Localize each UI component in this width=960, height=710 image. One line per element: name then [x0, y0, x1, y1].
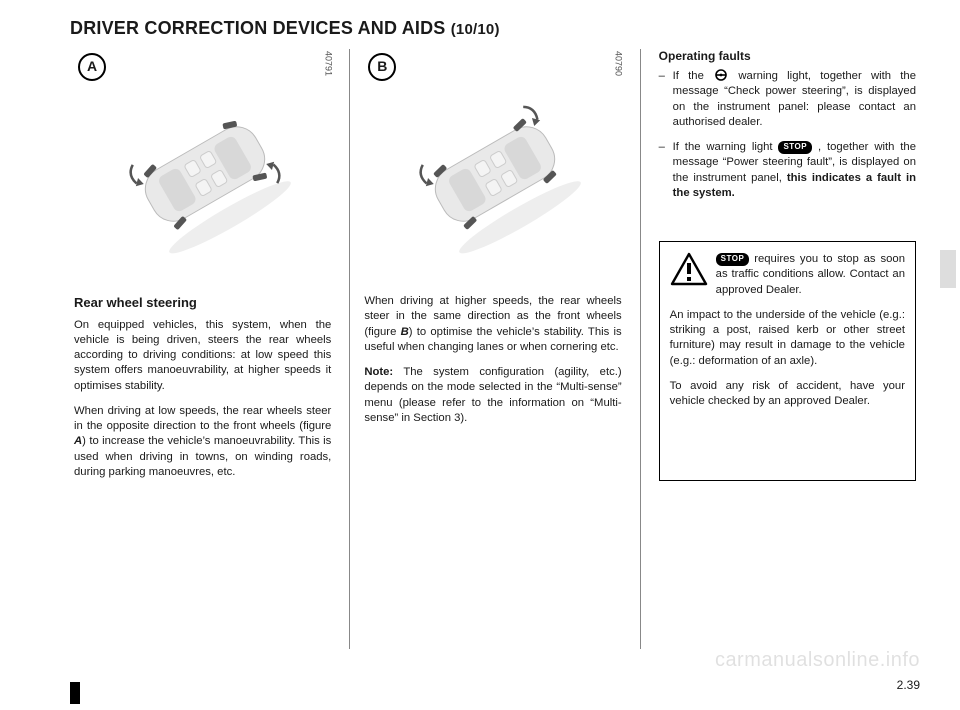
- column-2-text: When driving at higher speeds, the rear …: [360, 294, 629, 436]
- manual-page: DRIVER CORRECTION DEVICES AND AIDS (10/1…: [0, 0, 960, 710]
- watermark-text: carmanualsonline.info: [715, 649, 920, 672]
- rear-wheel-steering-heading: Rear wheel steering: [74, 294, 331, 312]
- fault-bullet-1: – If the warning light, together with th…: [659, 69, 916, 130]
- page-title: DRIVER CORRECTION DEVICES AND AIDS (10/1…: [70, 18, 920, 39]
- figure-a-label: A: [78, 53, 106, 81]
- warning-p2: An impact to the underside of the vehicl…: [670, 308, 905, 369]
- column-1: A 40791: [70, 49, 339, 649]
- col1-p2-b: ) to increase the vehicle’s manoeuvrabil…: [74, 435, 331, 478]
- col1-p2-a: When driving at low speeds, the rear whe…: [74, 405, 331, 432]
- car-top-view-b-icon: [390, 89, 600, 259]
- b2-a: If the warning light: [673, 141, 779, 153]
- bullet-1-text: If the warning light, together with the …: [673, 69, 916, 130]
- warning-triangle-icon: [670, 252, 708, 286]
- fault-bullet-2: – If the warning light STOP , together w…: [659, 140, 916, 201]
- bullet-dash: –: [659, 140, 673, 201]
- col2-note: Note: The system configuration (agility,…: [364, 365, 621, 426]
- column-3: Operating faults – If the warning light,…: [651, 49, 920, 649]
- column-3-top: Operating faults – If the warning light,…: [651, 49, 920, 211]
- title-sub: (10/10): [451, 21, 500, 38]
- warning-box: STOP requires you to stop as soon as tra…: [659, 241, 916, 481]
- note-text: The system configuration (agility, etc.)…: [364, 366, 621, 424]
- stop-badge-icon: STOP: [716, 253, 750, 266]
- figure-a-code: 40791: [323, 51, 333, 76]
- bullet-2-text: If the warning light STOP , together wit…: [673, 140, 916, 201]
- title-main: DRIVER CORRECTION DEVICES AND AIDS: [70, 18, 446, 38]
- page-number: 2.39: [897, 678, 920, 692]
- col2-p1-fig: B: [401, 326, 409, 338]
- figure-a-wrap: A 40791: [70, 49, 339, 284]
- warning-first-row: STOP requires you to stop as soon as tra…: [670, 252, 905, 308]
- car-top-view-a-icon: [100, 89, 310, 259]
- grey-side-tab: [940, 250, 956, 288]
- content-columns: A 40791: [70, 49, 920, 649]
- col2-p1: When driving at higher speeds, the rear …: [364, 294, 621, 355]
- column-1-text: Rear wheel steering On equipped vehicles…: [70, 294, 339, 490]
- figure-b-code: 40790: [614, 51, 624, 76]
- column-2: B 40790: [360, 49, 629, 649]
- stop-badge-icon: STOP: [778, 141, 812, 154]
- col1-p2: When driving at low speeds, the rear whe…: [74, 404, 331, 480]
- black-tab-marker: [70, 682, 80, 704]
- bullet-dash: –: [659, 69, 673, 130]
- warning-p3: To avoid any risk of accident, have your…: [670, 379, 905, 410]
- b1-a: If the: [673, 70, 713, 82]
- warning-p1: STOP requires you to stop as soon as tra…: [716, 252, 905, 298]
- column-separator-1: [349, 49, 350, 649]
- figure-b-label: B: [368, 53, 396, 81]
- col1-p1: On equipped vehicles, this system, when …: [74, 318, 331, 394]
- figure-b-wrap: B 40790: [360, 49, 629, 284]
- column-separator-2: [640, 49, 641, 649]
- operating-faults-heading: Operating faults: [659, 49, 916, 63]
- note-label: Note:: [364, 366, 393, 378]
- col1-p2-fig: A: [74, 435, 82, 447]
- steering-warning-icon: [713, 69, 729, 81]
